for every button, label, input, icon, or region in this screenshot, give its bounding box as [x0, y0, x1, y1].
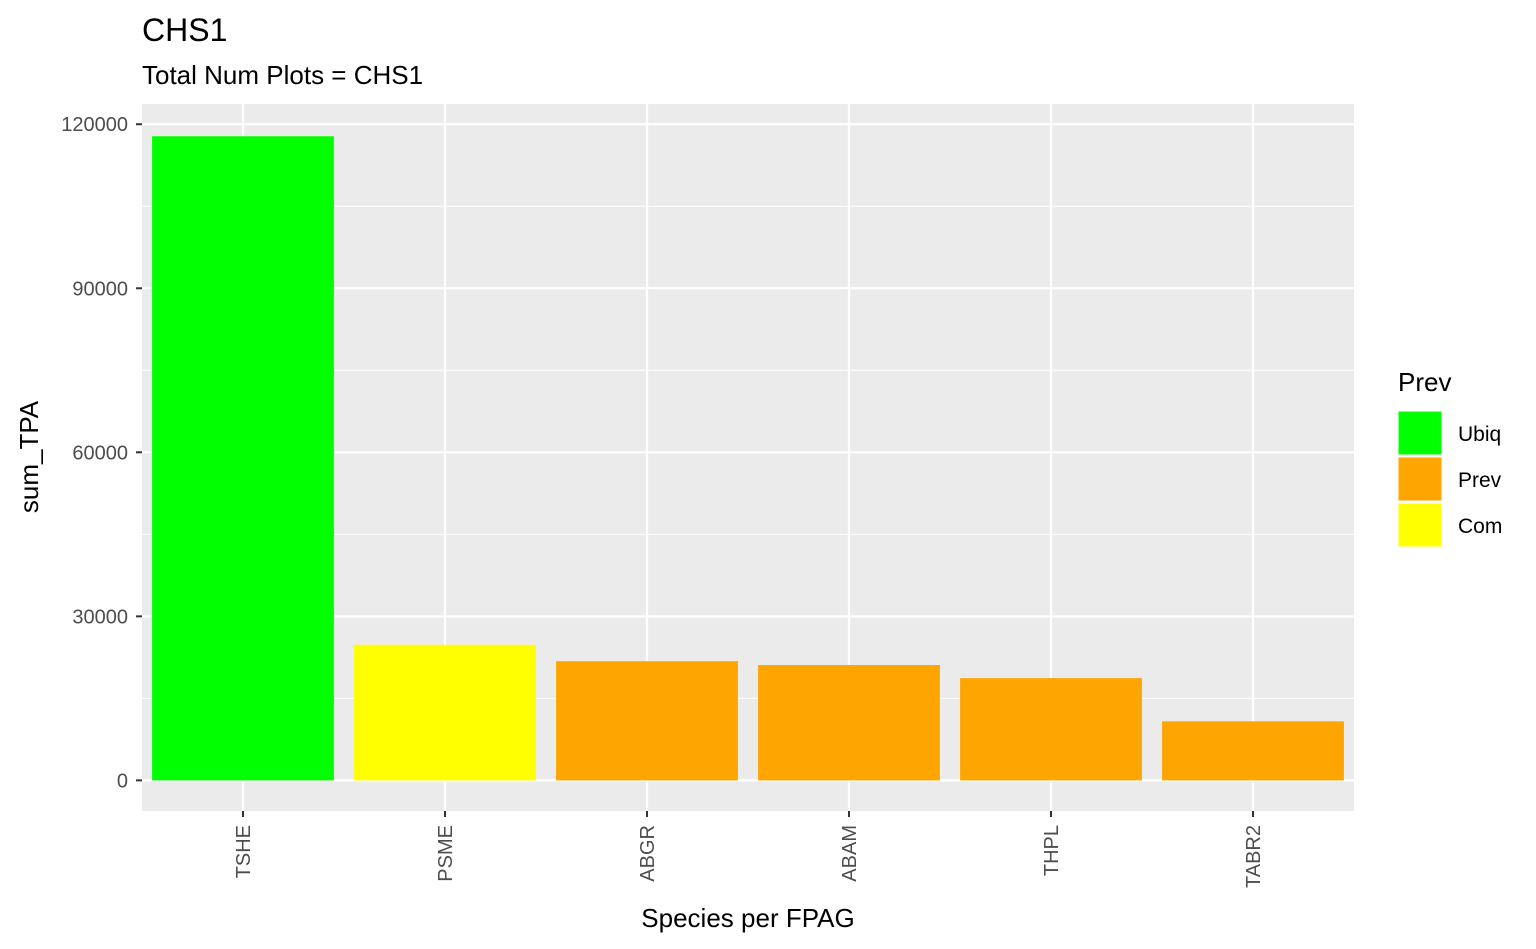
bar-tshe: [152, 136, 334, 781]
bar-abgr: [556, 661, 738, 781]
y-axis: 0 30000 60000 90000 120000: [61, 114, 142, 792]
x-axis: TSHE PSME ABGR ABAM THPL TABR2: [233, 811, 1265, 888]
x-axis-title: Species per FPAG: [641, 903, 854, 933]
x-tick-label: ABGR: [637, 825, 659, 882]
plot-panel: [142, 104, 1354, 811]
bar-tabr2: [1162, 721, 1344, 781]
y-tick-label: 90000: [72, 278, 128, 300]
legend-key-com: [1397, 502, 1443, 548]
chart-title: CHS1: [142, 12, 227, 48]
legend-title: Prev: [1398, 367, 1451, 397]
x-tick-label: TABR2: [1243, 825, 1265, 888]
minor-gridlines: [142, 205, 1354, 699]
x-tick-label: TSHE: [233, 825, 255, 878]
legend-label-prev: Prev: [1458, 469, 1502, 492]
bar-psme: [354, 644, 536, 781]
legend-label-com: Com: [1458, 515, 1502, 538]
y-tick-label: 30000: [72, 606, 128, 628]
legend: Prev Ubiq Prev Com: [1397, 367, 1502, 548]
chart-subtitle: Total Num Plots = CHS1: [142, 60, 423, 90]
bars: [152, 136, 1344, 781]
y-tick-label: 0: [117, 770, 128, 792]
legend-key-prev: [1397, 456, 1443, 502]
y-tick-label: 60000: [72, 442, 128, 464]
x-tick-label: PSME: [435, 825, 457, 882]
bar-thpl: [960, 678, 1142, 781]
bar-abam: [758, 665, 940, 781]
legend-key-ubiq: [1397, 410, 1443, 456]
y-axis-title: sum_TPA: [14, 400, 44, 513]
x-tick-label: THPL: [1041, 825, 1063, 876]
y-tick-label: 120000: [61, 114, 128, 136]
x-tick-label: ABAM: [839, 825, 861, 882]
legend-label-ubiq: Ubiq: [1458, 423, 1501, 446]
legend-items: Ubiq Prev Com: [1397, 410, 1502, 548]
